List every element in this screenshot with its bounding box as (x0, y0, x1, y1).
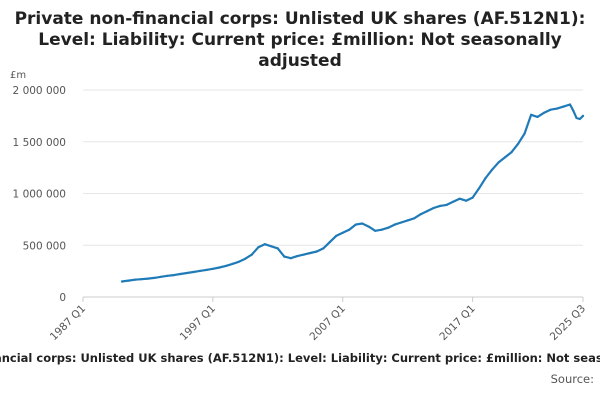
data-point (387, 226, 390, 229)
data-point (491, 168, 494, 171)
data-point (367, 225, 370, 228)
data-point (205, 268, 208, 271)
data-point (211, 267, 214, 270)
y-tick-label: 1 000 000 (13, 189, 66, 201)
data-point (549, 108, 552, 111)
data-point (309, 251, 312, 255)
data-point (530, 113, 533, 116)
y-tick-label: 1 500 000 (13, 137, 66, 149)
data-point (575, 116, 578, 119)
data-point (166, 274, 169, 277)
y-axis-ticks: 0 500 000 1 000 000 1 500 000 2 000 000 (13, 85, 66, 304)
data-point (406, 219, 409, 222)
chart-title: Private non-financial corps: Unlisted UK… (15, 9, 586, 71)
data-point (140, 278, 143, 281)
data-point (244, 257, 247, 260)
data-point (578, 117, 581, 121)
data-point (452, 200, 455, 203)
x-tick-label: 1997 Q1 (178, 303, 218, 343)
data-point (192, 270, 195, 274)
data-point (568, 103, 572, 106)
data-point (523, 132, 526, 135)
x-tick-label: 2017 Q1 (437, 303, 477, 343)
data-point (419, 213, 422, 216)
data-point (322, 247, 325, 250)
data-point (354, 223, 357, 226)
data-point (127, 279, 130, 282)
data-point (296, 255, 299, 258)
data-point (484, 176, 487, 180)
data-point (510, 151, 513, 154)
data-point (250, 253, 253, 256)
data-point (536, 115, 539, 118)
data-point (257, 246, 260, 249)
data-point (426, 210, 429, 213)
data-point (198, 269, 201, 272)
data-point (315, 250, 318, 253)
data-point (380, 228, 383, 231)
data-point (133, 278, 136, 281)
data-point (432, 206, 435, 210)
data-point (276, 247, 279, 250)
y-tick-label: 500 000 (23, 240, 66, 252)
x-tick-label: 2025 Q3 (548, 303, 588, 343)
data-point (302, 253, 305, 256)
x-axis: 1987 Q1 1997 Q1 2007 Q1 2017 Q1 2025 Q3 (48, 297, 588, 343)
footer-caption: Private non-financial corps: Unlisted UK… (0, 351, 600, 365)
data-point (445, 203, 448, 206)
data-point (172, 274, 175, 277)
data-point (231, 262, 234, 265)
data-point (542, 111, 546, 114)
data-point (218, 266, 221, 269)
data-point (146, 277, 149, 280)
y-tick-label: 0 (59, 292, 66, 304)
data-point (289, 257, 292, 260)
data-point (348, 228, 351, 231)
data-point (120, 280, 124, 283)
source-label: Source: (551, 372, 594, 386)
data-point (471, 196, 474, 199)
data-point (400, 221, 403, 224)
data-point (581, 114, 585, 117)
y-tick-label: 2 000 000 (13, 85, 66, 97)
data-point (465, 199, 468, 202)
data-point (179, 272, 182, 276)
series-group (120, 103, 585, 283)
data-point (263, 243, 266, 246)
data-point (341, 231, 344, 234)
data-point (361, 222, 364, 225)
data-point (159, 275, 162, 278)
data-point (517, 142, 520, 145)
data-point (555, 107, 559, 110)
data-point (153, 276, 156, 279)
data-point (185, 271, 188, 275)
data-point (328, 241, 331, 244)
gridlines (83, 89, 583, 298)
data-point (283, 255, 286, 258)
data-point (374, 229, 377, 232)
x-tick-label: 1987 Q1 (48, 303, 88, 343)
data-point (478, 187, 481, 190)
y-axis-unit-label: £m (10, 70, 26, 81)
x-tick-label: 2007 Q1 (308, 303, 348, 343)
chart-title-line: Level: Liability: Current price: £millio… (38, 30, 561, 50)
chart-title-line: Private non-financial corps: Unlisted UK… (15, 9, 586, 29)
data-point (393, 223, 396, 226)
data-point (458, 197, 461, 200)
data-point (572, 109, 575, 112)
data-point (413, 217, 416, 220)
chart-title-line: adjusted (258, 51, 342, 71)
data-point (562, 105, 565, 108)
data-point (439, 204, 442, 207)
data-point (224, 264, 227, 267)
data-point (504, 156, 507, 159)
data-point (497, 161, 500, 164)
data-point (270, 245, 273, 248)
data-point (237, 260, 240, 263)
data-point (335, 234, 338, 237)
